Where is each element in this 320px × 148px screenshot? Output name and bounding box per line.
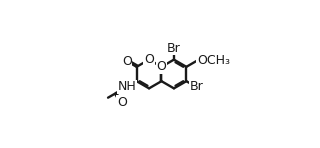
Text: O: O — [144, 53, 154, 66]
Text: O: O — [122, 55, 132, 68]
Text: O: O — [117, 96, 127, 109]
Text: O: O — [156, 60, 166, 73]
Text: Br: Br — [167, 42, 181, 55]
Text: NH: NH — [117, 80, 136, 93]
Text: Br: Br — [189, 80, 203, 93]
Text: OCH₃: OCH₃ — [197, 54, 230, 67]
